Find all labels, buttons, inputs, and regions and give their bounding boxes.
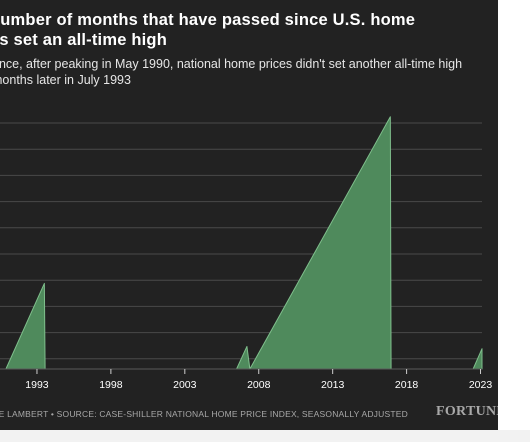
page-edge [0,430,530,442]
x-tick-label: 2013 [321,379,345,391]
chart-title: number of months that have passed since … [0,10,498,50]
x-tick-label: 1993 [25,379,49,391]
area-chart: 19931998200320082013201820231988 [0,116,493,391]
title-line-1: number of months that have passed since … [0,11,416,29]
x-tick-label: 2008 [247,379,271,391]
title-line-2: es set an all-time high [0,31,167,49]
subtitle-line-2: months later in July 1993 [0,72,131,87]
chart-subtitle: ance, after peaking in May 1990, nationa… [0,57,498,88]
subtitle-line-1: ance, after peaking in May 1990, nationa… [0,57,463,71]
months-since-high-area [0,116,483,370]
fortune-logo: FORTUNE [436,404,498,419]
source-credit: NCE LAMBERT • SOURCE: CASE-SHILLER NATIO… [0,409,408,419]
chart-panel: number of months that have passed since … [0,0,498,430]
x-tick-label: 2023 [469,379,493,391]
x-tick-label: 2018 [395,379,419,391]
x-tick-label: 2003 [173,379,197,391]
x-tick-label: 1998 [99,379,123,391]
